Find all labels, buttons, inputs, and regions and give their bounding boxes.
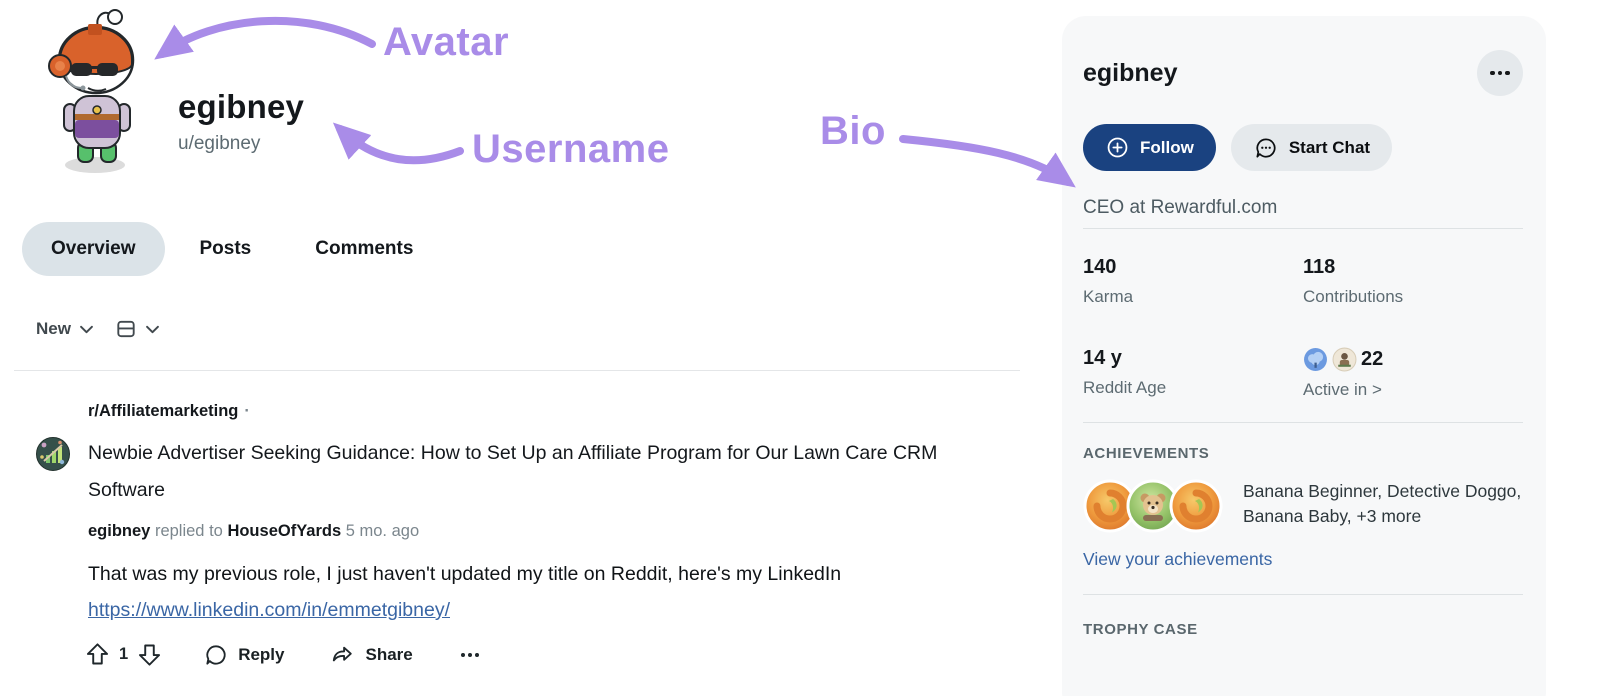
card-layout-icon: [117, 320, 135, 338]
follow-button[interactable]: Follow: [1083, 124, 1216, 171]
start-chat-button[interactable]: Start Chat: [1230, 124, 1393, 171]
post-timestamp: 5 mo. ago: [345, 522, 420, 540]
chevron-down-icon[interactable]: [146, 325, 159, 334]
downvote-icon: [139, 644, 161, 666]
annotation-bio-label: Bio: [820, 109, 886, 153]
post-subreddit-row: r/Affiliatemarketing ·: [88, 402, 1026, 421]
linkedin-link[interactable]: https://www.linkedin.com/in/emmetgibney/: [88, 599, 450, 621]
profile-name-block: egibney u/egibney: [178, 88, 304, 155]
active-in-label[interactable]: Active in >: [1303, 380, 1382, 399]
sort-dropdown[interactable]: New: [36, 319, 71, 338]
post-title[interactable]: Newbie Advertiser Seeking Guidance: How …: [88, 442, 938, 501]
upvote-icon: [86, 643, 109, 665]
comment-text: That was my previous role, I just haven'…: [88, 563, 842, 585]
upvote-button[interactable]: [84, 641, 111, 668]
stat-reddit-age: 14 y Reddit Age: [1083, 347, 1303, 400]
downvote-button[interactable]: [136, 641, 163, 668]
layout-view-button[interactable]: [115, 318, 137, 340]
username-arrow: [332, 122, 464, 165]
subreddit-avatar-icon: [36, 437, 70, 471]
plus-circle-icon: [1107, 137, 1128, 158]
subreddit-separator: ·: [244, 402, 250, 420]
profile-bio: CEO at Rewardful.com: [1083, 197, 1278, 218]
feed-post-item: r/Affiliatemarketing · Newbie Advertiser …: [36, 402, 1026, 668]
tab-comments[interactable]: Comments: [315, 238, 414, 259]
chevron-down-icon[interactable]: [80, 325, 93, 334]
profile-sidebar-card: egibney Follow Start Chat: [1062, 16, 1546, 696]
contributions-label: Contributions: [1303, 287, 1404, 306]
reddit-age-value: 14 y: [1083, 347, 1122, 369]
achievements-row: Banana Beginner, Detective Doggo, Banana…: [1083, 479, 1523, 533]
active-in-value: 22: [1361, 348, 1384, 370]
karma-label: Karma: [1083, 287, 1134, 306]
ellipsis-icon: [1490, 70, 1495, 76]
card-username: egibney: [1083, 58, 1178, 87]
bio-arrow: [899, 135, 1076, 188]
chat-bubble-icon: [1256, 137, 1276, 158]
feed-divider: [14, 370, 1020, 371]
subreddit-link[interactable]: r/Affiliatemarketing: [88, 402, 239, 420]
tab-posts[interactable]: Posts: [199, 238, 252, 259]
subreddit-avatar[interactable]: [36, 437, 70, 471]
share-button[interactable]: Share: [330, 642, 413, 668]
annotation-avatar-label: Avatar: [383, 20, 510, 64]
page-username: egibney: [178, 88, 305, 125]
avatar-arrow: [154, 16, 376, 60]
card-divider: [1083, 422, 1523, 423]
reply-label: Reply: [238, 644, 285, 664]
parent-author[interactable]: HouseOfYards: [227, 522, 342, 540]
achievements-heading: ACHIEVEMENTS: [1083, 445, 1210, 462]
annotation-username-label: Username: [472, 127, 670, 171]
vote-count: 1: [119, 645, 129, 663]
card-divider: [1083, 228, 1523, 229]
profile-stats: 140 Karma 118 Contributions 14 y Reddit …: [1083, 256, 1523, 400]
badge-banana-beginner-icon: [1083, 479, 1137, 533]
comment-bubble-icon: [206, 644, 226, 665]
achievements-summary: Banana Beginner, Detective Doggo, Banana…: [1243, 481, 1522, 526]
stat-contributions: 118 Contributions: [1303, 256, 1523, 307]
trophy-case-heading: TROPHY CASE: [1083, 621, 1198, 638]
start-chat-label: Start Chat: [1288, 137, 1371, 157]
badge-banana-baby-icon: [1169, 479, 1223, 533]
stat-active-in: 22 Active in >: [1303, 347, 1523, 400]
profile-tabs: Overview Posts Comments: [22, 222, 442, 276]
feed-controls: New: [36, 318, 159, 340]
badge-detective-doggo-icon: [1126, 479, 1180, 533]
view-achievements-link[interactable]: View your achievements: [1083, 549, 1273, 569]
byline-action: replied to: [154, 522, 223, 540]
share-label: Share: [365, 644, 413, 664]
stat-karma: 140 Karma: [1083, 256, 1303, 307]
profile-more-button[interactable]: [1477, 50, 1523, 96]
page-user-handle: u/egibney: [178, 133, 261, 154]
card-divider: [1083, 594, 1523, 595]
profile-avatar[interactable]: [38, 8, 158, 176]
reply-button[interactable]: Reply: [203, 642, 284, 668]
achievement-badges: [1083, 479, 1223, 533]
reddit-age-label: Reddit Age: [1083, 378, 1167, 397]
ellipsis-icon: [460, 652, 465, 657]
karma-value: 140: [1083, 256, 1117, 278]
comment-more-button[interactable]: [460, 652, 479, 657]
community-icon-figure: [1332, 347, 1357, 372]
snoo-avatar-icon: [48, 9, 135, 173]
comment-action-bar: 1 Reply Share: [84, 641, 1026, 668]
contributions-value: 118: [1303, 256, 1336, 278]
community-icon-tree: [1304, 348, 1327, 371]
comment-author[interactable]: egibney: [88, 522, 151, 540]
tab-overview[interactable]: Overview: [22, 222, 165, 276]
post-byline: egibney replied to HouseOfYards 5 mo. ag…: [88, 522, 1026, 541]
follow-label: Follow: [1140, 137, 1194, 157]
share-icon: [333, 646, 353, 661]
